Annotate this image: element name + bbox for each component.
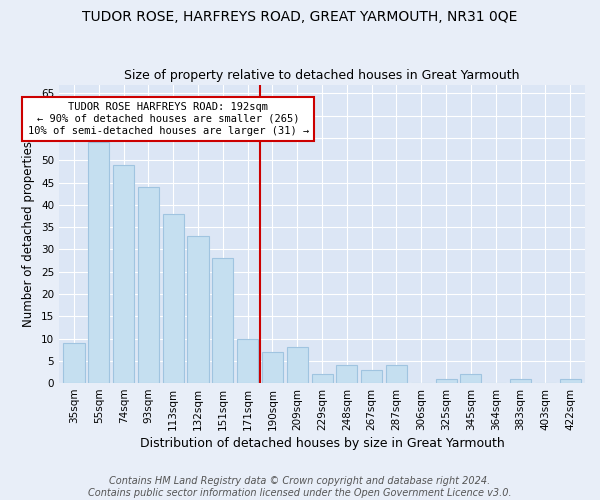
Bar: [163, 214, 184, 383]
Bar: [287, 348, 308, 383]
Title: Size of property relative to detached houses in Great Yarmouth: Size of property relative to detached ho…: [124, 69, 520, 82]
Text: TUDOR ROSE, HARFREYS ROAD, GREAT YARMOUTH, NR31 0QE: TUDOR ROSE, HARFREYS ROAD, GREAT YARMOUT…: [82, 10, 518, 24]
Text: TUDOR ROSE HARFREYS ROAD: 192sqm
← 90% of detached houses are smaller (265)
10% : TUDOR ROSE HARFREYS ROAD: 192sqm ← 90% o…: [28, 102, 309, 136]
Bar: [311, 374, 332, 383]
Bar: [361, 370, 382, 383]
X-axis label: Distribution of detached houses by size in Great Yarmouth: Distribution of detached houses by size …: [140, 437, 505, 450]
Bar: [386, 365, 407, 383]
Bar: [88, 142, 109, 383]
Bar: [212, 258, 233, 383]
Bar: [510, 378, 531, 383]
Bar: [560, 378, 581, 383]
Bar: [262, 352, 283, 383]
Bar: [138, 187, 159, 383]
Bar: [64, 343, 85, 383]
Y-axis label: Number of detached properties: Number of detached properties: [22, 141, 35, 327]
Text: Contains HM Land Registry data © Crown copyright and database right 2024.
Contai: Contains HM Land Registry data © Crown c…: [88, 476, 512, 498]
Bar: [436, 378, 457, 383]
Bar: [460, 374, 481, 383]
Bar: [237, 338, 258, 383]
Bar: [187, 236, 209, 383]
Bar: [337, 365, 358, 383]
Bar: [113, 165, 134, 383]
